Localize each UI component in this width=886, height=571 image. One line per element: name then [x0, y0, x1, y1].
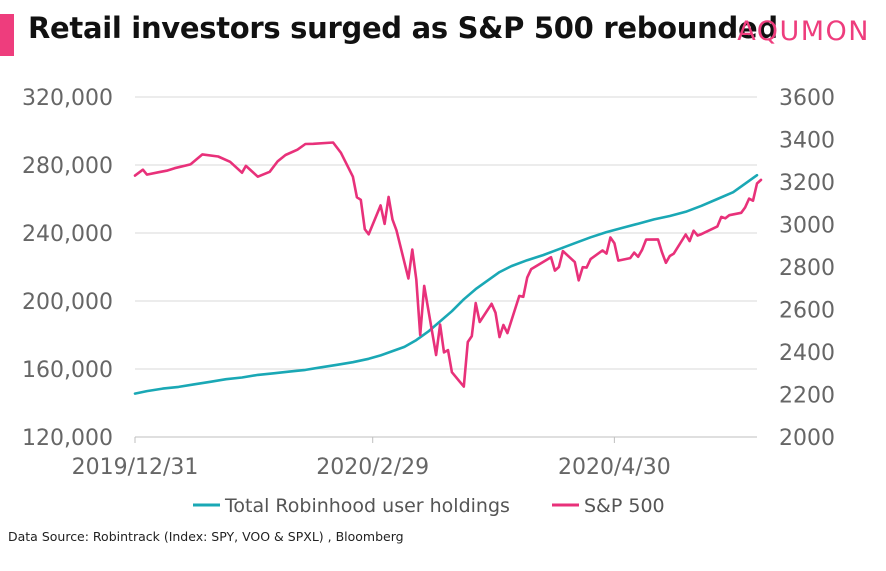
right-tick-label: 2000	[779, 426, 835, 451]
left-tick-label: 240,000	[22, 222, 113, 247]
left-tick-label: 280,000	[22, 154, 113, 179]
left-tick-label: 320,000	[22, 86, 113, 111]
right-tick-label: 2600	[779, 299, 835, 324]
x-tick-label: 2019/12/31	[72, 455, 199, 480]
legend-label-sp500: S&P 500	[584, 495, 665, 517]
brand-logo: AQUMON	[737, 16, 870, 47]
left-tick-label: 120,000	[22, 426, 113, 451]
legend: Total Robinhood user holdings S&P 500	[193, 495, 665, 517]
x-axis-tick-labels: 2019/12/31 2020/2/29 2020/4/30	[72, 455, 671, 480]
right-tick-label: 2200	[779, 384, 835, 409]
right-tick-label: 3600	[779, 86, 835, 111]
left-tick-label: 160,000	[22, 358, 113, 383]
gridlines	[134, 96, 757, 443]
right-tick-label: 2400	[779, 341, 835, 366]
right-tick-label: 3200	[779, 171, 835, 196]
series-line-robinhood	[133, 173, 759, 395]
chart-title: Retail investors surged as S&P 500 rebou…	[28, 11, 778, 45]
series-line-sp500	[133, 141, 763, 388]
x-tick-label: 2020/2/29	[316, 455, 429, 480]
series-lines	[133, 141, 763, 395]
right-tick-label: 3000	[779, 214, 835, 239]
title-accent-bar	[0, 14, 14, 56]
right-tick-label: 2800	[779, 256, 835, 281]
left-axis-tick-labels: 120,000 160,000 200,000 240,000 280,000 320,0…	[22, 86, 113, 451]
legend-label-robinhood: Total Robinhood user holdings	[224, 495, 510, 517]
right-axis-tick-labels: 2000 2200 2400 2600 2800 3000 3200 3400 3600	[779, 86, 835, 451]
x-tick-label: 2020/4/30	[558, 455, 671, 480]
source-note: Data Source: Robintrack (Index: SPY, VOO…	[8, 529, 404, 544]
right-tick-label: 3400	[779, 129, 835, 154]
left-tick-label: 200,000	[22, 290, 113, 315]
